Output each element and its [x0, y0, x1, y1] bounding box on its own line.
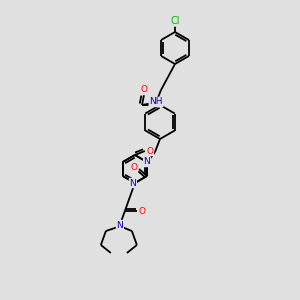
Text: N: N: [116, 220, 123, 230]
Text: Cl: Cl: [170, 16, 180, 26]
Text: N: N: [144, 158, 150, 166]
Text: N: N: [130, 178, 136, 188]
Text: O: O: [138, 206, 146, 215]
Text: NH: NH: [149, 98, 163, 106]
Text: O: O: [130, 163, 137, 172]
Text: O: O: [140, 85, 148, 94]
Text: O: O: [146, 146, 153, 155]
